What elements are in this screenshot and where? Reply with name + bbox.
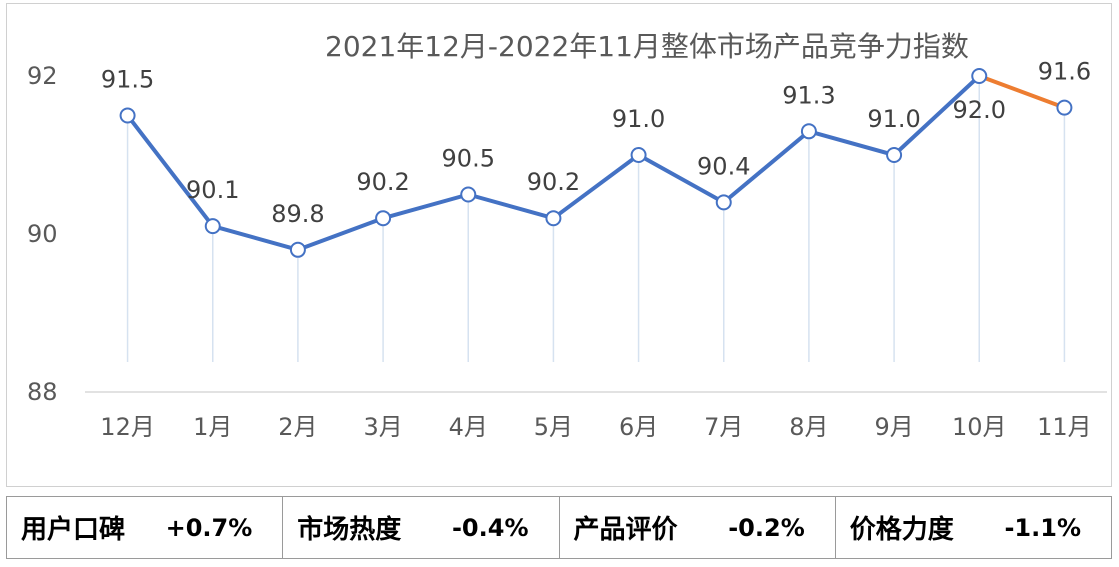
data-label: 89.8 <box>271 200 324 228</box>
metric-value: -1.1% <box>1004 513 1081 542</box>
x-tick-label: 5月 <box>534 413 573 441</box>
data-label: 90.1 <box>186 176 239 204</box>
metric-user-reputation: 用户口碑 +0.7% <box>7 497 284 558</box>
data-label: 90.5 <box>442 145 495 173</box>
data-label: 90.4 <box>697 152 750 180</box>
series-line-last-segment <box>977 74 1067 110</box>
data-point <box>971 68 988 84</box>
data-point <box>119 107 136 124</box>
data-point <box>460 186 477 203</box>
data-point <box>545 210 562 227</box>
data-label: 91.0 <box>612 105 665 133</box>
data-point <box>375 210 392 227</box>
data-point <box>204 218 221 235</box>
data-label: 92.0 <box>953 96 1006 124</box>
data-point <box>1056 99 1073 116</box>
chart-title: 2021年12月-2022年11月整体市场产品竞争力指数 <box>325 30 969 63</box>
data-point <box>800 123 817 140</box>
x-tick-label: 7月 <box>704 413 743 441</box>
x-tick-label: 10月 <box>952 413 1007 441</box>
data-point <box>630 147 647 163</box>
x-tick-label: 2月 <box>278 413 317 441</box>
line-chart: 2021年12月-2022年11月整体市场产品竞争力指数 88 90 92 91.5… <box>27 30 1107 441</box>
chart-frame: 2021年12月-2022年11月整体市场产品竞争力指数 88 90 92 91.5… <box>6 3 1112 487</box>
x-tick-label: 12月 <box>100 413 155 441</box>
x-tick-label: 8月 <box>789 413 828 441</box>
data-point <box>886 147 903 163</box>
data-label: 90.2 <box>356 168 409 196</box>
y-tick-label: 92 <box>27 62 58 90</box>
x-tick-label: 6月 <box>619 413 658 441</box>
x-tick-label: 3月 <box>363 413 402 441</box>
data-label: 90.2 <box>527 168 580 196</box>
y-tick-label: 88 <box>27 378 58 406</box>
y-tick-label: 90 <box>27 220 58 248</box>
metric-value: -0.4% <box>451 513 529 542</box>
metric-price-strength: 价格力度 -1.1% <box>836 497 1111 558</box>
data-label: 91.5 <box>101 66 154 94</box>
metric-market-heat: 市场热度 -0.4% <box>283 497 560 558</box>
metrics-bar: 用户口碑 +0.7% 市场热度 -0.4% 产品评价 -0.2% 价格力度 -1… <box>6 496 1112 559</box>
metric-label: 价格力度 <box>849 515 954 545</box>
metric-label: 产品评价 <box>573 515 678 545</box>
metric-product-rating: 产品评价 -0.2% <box>560 497 836 558</box>
data-label: 91.3 <box>782 81 835 109</box>
data-point <box>715 194 732 211</box>
x-tick-label: 1月 <box>193 413 232 441</box>
x-tick-label: 11月 <box>1037 413 1092 441</box>
metric-label: 市场热度 <box>297 515 402 545</box>
data-label: 91.0 <box>867 105 920 133</box>
x-tick-label: 9月 <box>874 413 913 441</box>
x-tick-label: 4月 <box>449 413 488 441</box>
data-point <box>289 241 306 258</box>
data-label: 91.6 <box>1038 58 1091 86</box>
metric-label: 用户口碑 <box>21 515 126 545</box>
metric-value: +0.7% <box>165 513 253 542</box>
metric-value: -0.2% <box>728 513 805 542</box>
